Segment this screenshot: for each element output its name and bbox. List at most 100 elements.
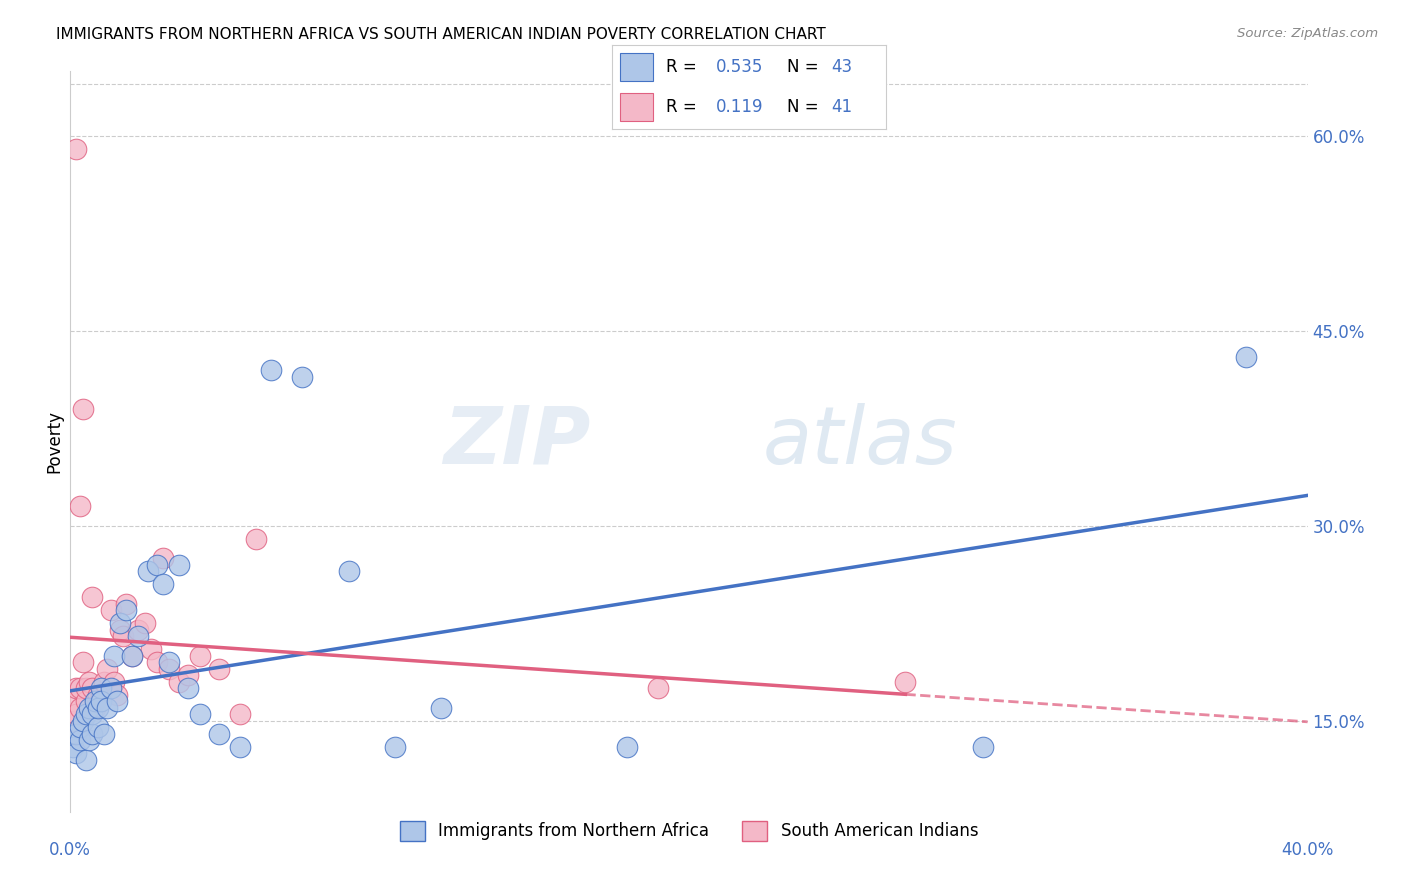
- Point: [80, 591, 103, 605]
- Point: [69, 500, 91, 514]
- Point: [100, 681, 122, 696]
- Point: [62, 714, 84, 728]
- Point: [62, 694, 84, 708]
- Point: [80, 727, 103, 741]
- Point: [87, 688, 110, 702]
- Point: [177, 681, 200, 696]
- Point: [188, 648, 211, 663]
- Point: [121, 648, 143, 663]
- Point: [65, 746, 87, 760]
- Point: [103, 648, 125, 663]
- Point: [152, 577, 174, 591]
- Point: [108, 616, 131, 631]
- Point: [69, 701, 91, 715]
- Point: [90, 694, 112, 708]
- Point: [245, 532, 267, 546]
- Point: [75, 753, 97, 767]
- Point: [84, 701, 107, 715]
- Point: [167, 558, 190, 572]
- Point: [100, 603, 122, 617]
- Point: [157, 662, 180, 676]
- Point: [80, 707, 103, 722]
- Text: IMMIGRANTS FROM NORTHERN AFRICA VS SOUTH AMERICAN INDIAN POVERTY CORRELATION CHA: IMMIGRANTS FROM NORTHERN AFRICA VS SOUTH…: [56, 27, 825, 42]
- Point: [72, 656, 94, 670]
- Text: N =: N =: [787, 58, 824, 76]
- Point: [134, 616, 156, 631]
- FancyBboxPatch shape: [620, 93, 652, 120]
- Point: [62, 739, 84, 754]
- Point: [260, 363, 283, 377]
- Point: [430, 701, 453, 715]
- Text: ZIP: ZIP: [443, 402, 591, 481]
- Text: Source: ZipAtlas.com: Source: ZipAtlas.com: [1237, 27, 1378, 40]
- Point: [93, 674, 115, 689]
- Text: 41: 41: [831, 98, 852, 116]
- Point: [115, 597, 138, 611]
- Point: [69, 733, 91, 747]
- Point: [75, 694, 97, 708]
- Point: [72, 402, 94, 417]
- Point: [65, 681, 87, 696]
- Point: [972, 739, 994, 754]
- Text: 43: 43: [831, 58, 852, 76]
- Point: [77, 674, 100, 689]
- Point: [75, 681, 97, 696]
- Point: [69, 720, 91, 734]
- Text: R =: R =: [666, 98, 707, 116]
- Point: [157, 656, 180, 670]
- Point: [384, 739, 406, 754]
- Point: [647, 681, 669, 696]
- Point: [177, 668, 200, 682]
- Point: [152, 551, 174, 566]
- Y-axis label: Poverty: Poverty: [45, 410, 63, 473]
- Point: [84, 694, 107, 708]
- Point: [108, 623, 131, 637]
- Point: [188, 707, 211, 722]
- Point: [1234, 350, 1257, 364]
- Point: [77, 733, 100, 747]
- Point: [139, 642, 162, 657]
- Point: [103, 674, 125, 689]
- Text: 0.119: 0.119: [716, 98, 763, 116]
- Point: [87, 701, 110, 715]
- Point: [229, 707, 252, 722]
- Legend: Immigrants from Northern Africa, South American Indians: Immigrants from Northern Africa, South A…: [392, 814, 986, 847]
- Point: [96, 662, 118, 676]
- Point: [105, 688, 128, 702]
- Point: [87, 720, 110, 734]
- Point: [127, 629, 149, 643]
- Text: 0.0%: 0.0%: [49, 841, 91, 859]
- Point: [77, 701, 100, 715]
- Text: 0.535: 0.535: [716, 58, 763, 76]
- Point: [65, 142, 87, 156]
- Text: N =: N =: [787, 98, 824, 116]
- Point: [65, 707, 87, 722]
- Point: [111, 629, 134, 643]
- Point: [65, 727, 87, 741]
- Point: [146, 656, 169, 670]
- Point: [229, 739, 252, 754]
- Text: R =: R =: [666, 58, 703, 76]
- Point: [115, 603, 138, 617]
- Point: [90, 681, 112, 696]
- Point: [208, 662, 231, 676]
- Point: [96, 701, 118, 715]
- Point: [80, 681, 103, 696]
- Point: [616, 739, 638, 754]
- Point: [69, 681, 91, 696]
- Point: [90, 688, 112, 702]
- Point: [208, 727, 231, 741]
- Point: [167, 674, 190, 689]
- Point: [894, 674, 917, 689]
- Point: [136, 565, 159, 579]
- Text: 40.0%: 40.0%: [1281, 841, 1334, 859]
- Point: [291, 369, 314, 384]
- Point: [121, 648, 143, 663]
- Point: [337, 565, 360, 579]
- FancyBboxPatch shape: [620, 54, 652, 81]
- Point: [127, 623, 149, 637]
- Text: atlas: atlas: [763, 402, 957, 481]
- Point: [75, 707, 97, 722]
- Point: [93, 727, 115, 741]
- Point: [146, 558, 169, 572]
